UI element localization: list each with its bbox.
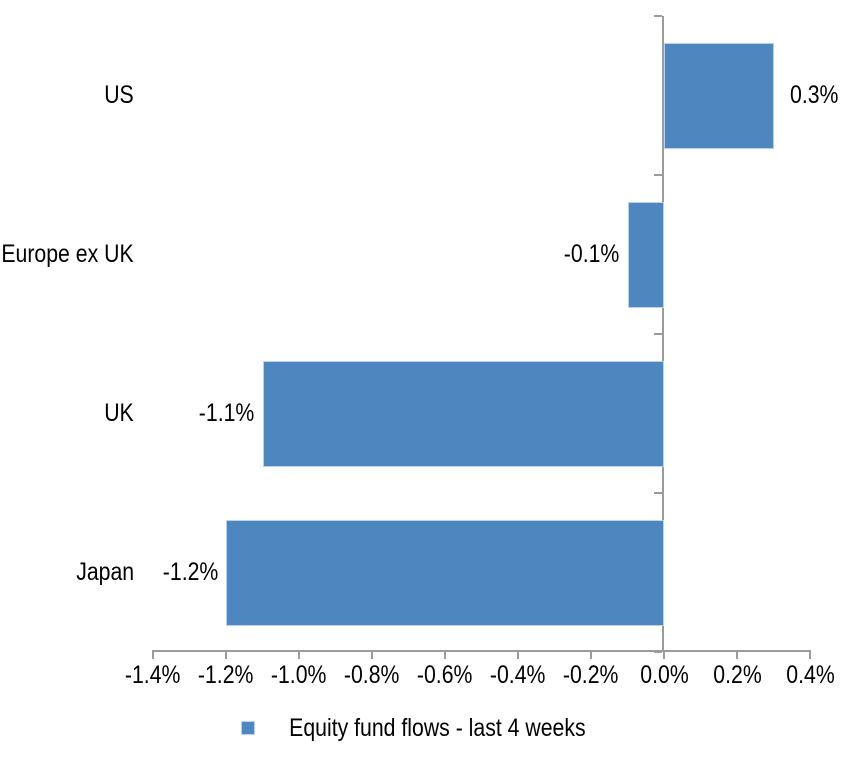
x-tick — [809, 652, 811, 659]
x-tick-label: -0.2% — [546, 662, 636, 688]
data-label-text: -1.2% — [162, 558, 218, 586]
category-label: Japan — [0, 559, 134, 587]
x-tick — [371, 652, 373, 659]
x-tick-label: -0.4% — [473, 662, 563, 688]
data-label: -1.1% — [135, 400, 255, 428]
x-tick-label-text: -0.6% — [417, 660, 473, 689]
category-label: UK — [0, 400, 134, 428]
x-tick-label-text: 0.4% — [785, 660, 835, 689]
data-label-text: -1.1% — [198, 399, 255, 427]
bar-uk — [262, 360, 664, 467]
x-tick — [590, 652, 592, 659]
x-tick-label: 0.2% — [692, 662, 782, 688]
category-label-text: US — [104, 81, 134, 109]
x-tick — [298, 652, 300, 659]
data-label-text: 0.3% — [789, 81, 838, 109]
x-tick-label: -1.0% — [254, 662, 344, 688]
x-tick-label: 0.4% — [765, 662, 852, 688]
x-tick — [152, 652, 154, 659]
x-tick-label: 0.0% — [619, 662, 709, 688]
x-tick-label: -0.8% — [327, 662, 417, 688]
x-tick-label-text: -1.4% — [125, 660, 181, 689]
x-tick-label-text: -0.2% — [563, 660, 619, 689]
x-tick — [736, 652, 738, 659]
category-tick — [654, 492, 662, 494]
x-tick-label-text: -1.2% — [198, 660, 254, 689]
x-tick-label-text: -0.4% — [490, 660, 546, 689]
x-tick — [225, 652, 227, 659]
x-axis-line — [152, 650, 811, 652]
category-label: US — [0, 82, 134, 110]
x-tick-label-text: -1.0% — [271, 660, 327, 689]
data-label-text: -0.1% — [563, 240, 620, 268]
x-tick-label-text: 0.0% — [639, 660, 689, 689]
x-tick-label: -0.6% — [400, 662, 490, 688]
category-tick — [654, 333, 662, 335]
x-tick-label-text: -0.8% — [344, 660, 400, 689]
category-label-text: Europe ex UK — [1, 240, 134, 268]
category-label: Europe ex UK — [0, 241, 134, 269]
bar-us — [664, 42, 774, 149]
x-tick — [517, 652, 519, 659]
x-tick — [663, 652, 665, 659]
y-axis-line — [662, 16, 664, 652]
legend: Equity fund flows - last 4 weeks — [0, 712, 852, 744]
x-tick-label: -1.4% — [108, 662, 198, 688]
category-label-text: Japan — [76, 558, 134, 586]
category-tick — [654, 174, 662, 176]
x-tick-label: -1.2% — [181, 662, 271, 688]
data-label: 0.3% — [790, 82, 852, 110]
category-tick — [654, 651, 662, 653]
category-tick — [654, 15, 662, 17]
data-label: -0.1% — [500, 241, 620, 269]
category-label-text: UK — [104, 399, 134, 427]
data-label: -1.2% — [98, 559, 218, 587]
bar-europe-ex-uk — [627, 201, 664, 308]
x-tick — [444, 652, 446, 659]
x-tick-label-text: 0.2% — [712, 660, 762, 689]
legend-marker-square — [240, 721, 255, 735]
bar-japan — [226, 519, 664, 626]
legend-label: Equity fund flows - last 4 weeks — [288, 713, 586, 742]
